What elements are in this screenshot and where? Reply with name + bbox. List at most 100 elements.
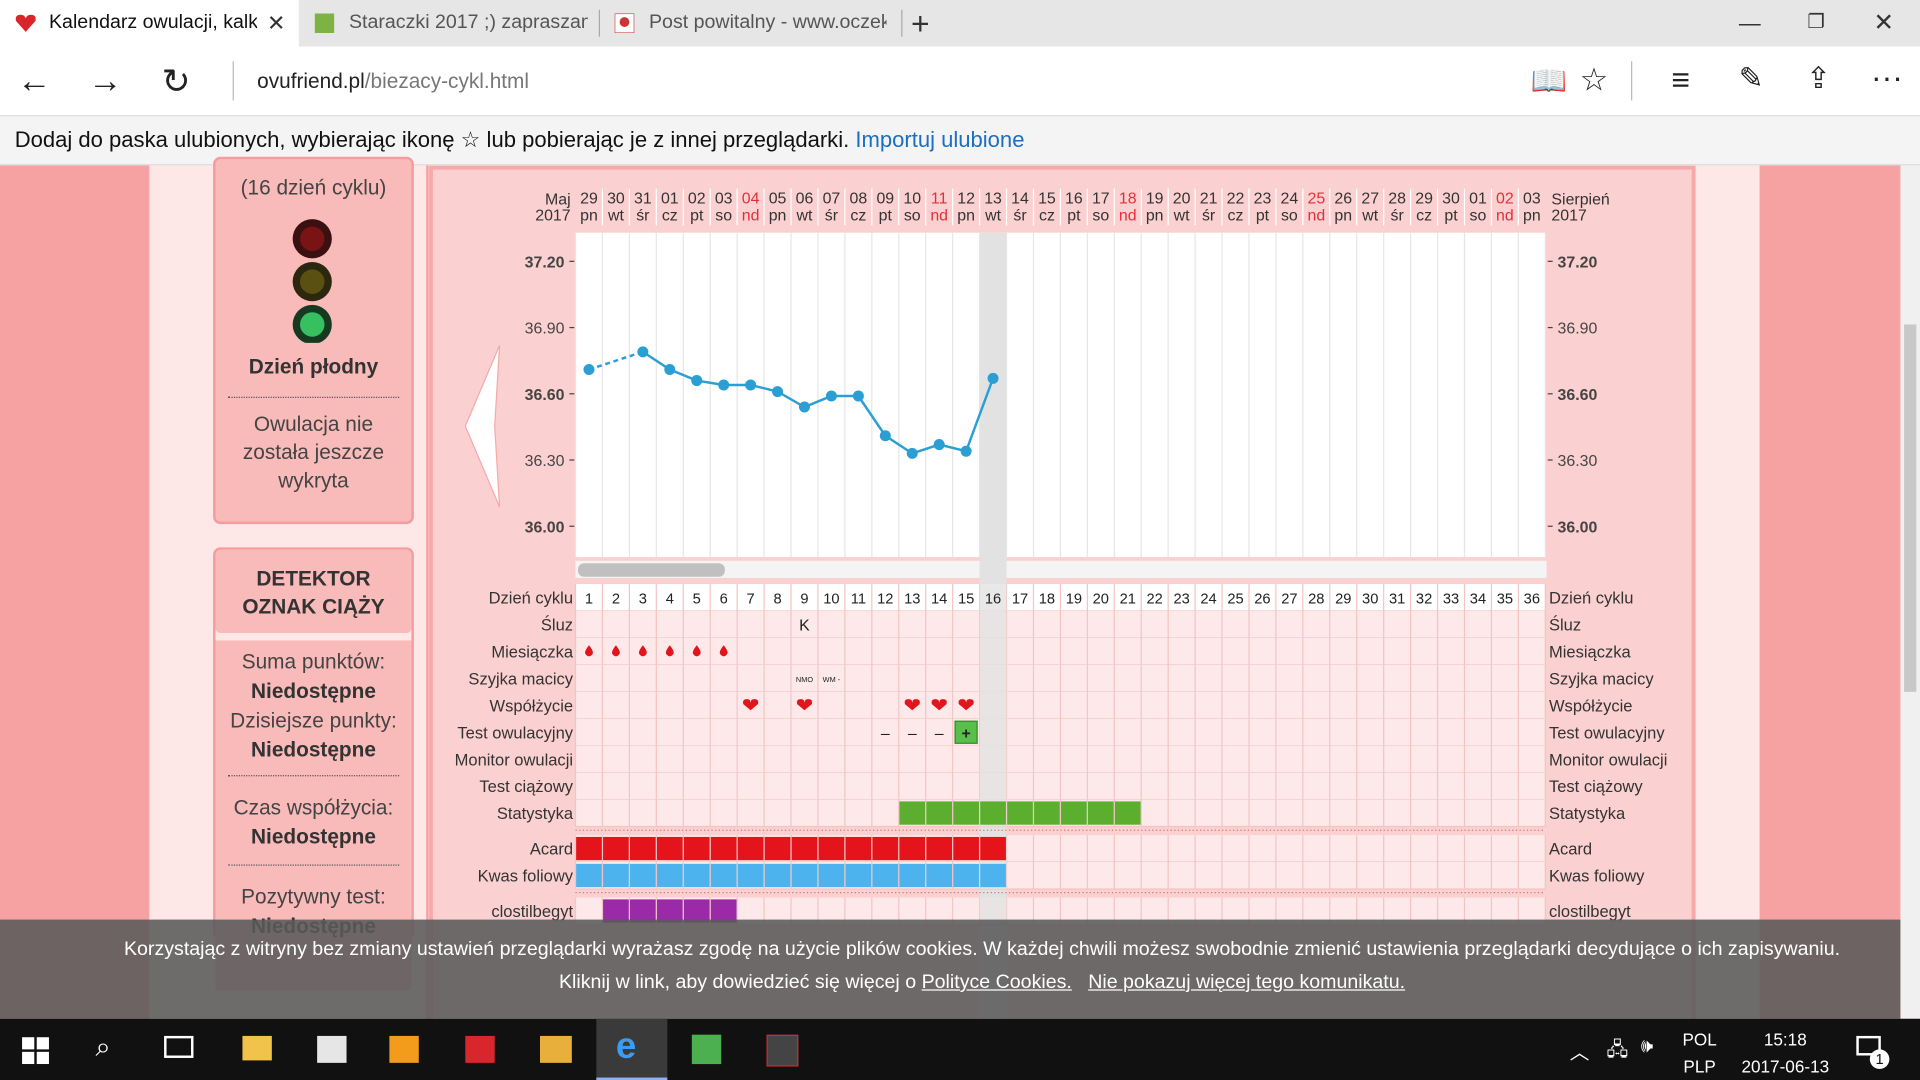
cycle-day: 19 <box>1066 592 1082 608</box>
refresh-button[interactable]: ↻ <box>161 62 191 101</box>
scrollbar-thumb[interactable] <box>1904 324 1917 692</box>
cycle-day: 36 <box>1524 592 1540 608</box>
medication-mark <box>1007 801 1033 825</box>
date-day: 31 <box>634 190 652 207</box>
today-cell <box>979 718 1007 746</box>
reading-view[interactable]: 📖 <box>1530 64 1568 98</box>
cycle-day: 9 <box>800 592 808 608</box>
temperature-point <box>879 430 891 442</box>
hub-button[interactable]: ≡ <box>1671 61 1691 98</box>
row-label-right: Test owulacyjny <box>1549 723 1665 742</box>
date-day: 07 <box>823 190 841 207</box>
cycle-day: 8 <box>773 592 781 608</box>
app-edge[interactable] <box>596 1018 668 1080</box>
start-button[interactable] <box>22 1037 49 1065</box>
import-link[interactable]: Importuj ulubione <box>855 127 1025 152</box>
app-mail[interactable] <box>540 1035 572 1063</box>
date-weekday: so <box>1092 207 1109 224</box>
date-weekday: pt <box>1256 207 1270 224</box>
action-center[interactable] <box>1856 1035 1881 1056</box>
tab-separator <box>598 9 600 37</box>
date-day: 14 <box>1011 190 1029 207</box>
app-media[interactable] <box>389 1035 419 1063</box>
prev-arrow[interactable] <box>464 345 501 508</box>
date-day: 05 <box>769 190 787 207</box>
date-day: 30 <box>607 190 625 207</box>
policy-link[interactable]: Polityce Cookies. <box>921 972 1072 994</box>
date-weekday: pt <box>690 207 704 224</box>
row-label: Miesiączka <box>491 643 573 662</box>
minimize[interactable]: — <box>1738 11 1761 36</box>
restore[interactable]: ❐ <box>1807 12 1825 34</box>
tray-network[interactable]: 🖧 <box>1606 1039 1629 1061</box>
tray-arrow[interactable]: ︿ <box>1569 1043 1590 1065</box>
date-weekday: so <box>715 207 732 224</box>
cookie-banner <box>0 919 1901 1019</box>
share-button[interactable]: ⇪ <box>1806 62 1831 96</box>
cycle-day: 6 <box>720 592 728 608</box>
task-view[interactable] <box>164 1035 194 1058</box>
medication-mark <box>1061 801 1087 825</box>
date-day: 22 <box>1227 190 1245 207</box>
medication-mark <box>953 836 979 861</box>
dismiss-link[interactable]: Nie pokazuj więcej tego komunikatu. <box>1088 972 1406 994</box>
cycle-day: 27 <box>1281 592 1297 608</box>
medication-mark <box>845 836 872 861</box>
tray-clock[interactable]: 15:18 2017-06-13 <box>1736 1026 1834 1080</box>
tab-close[interactable]: ✕ <box>266 11 286 36</box>
tab-title[interactable]: Staraczki 2017 ;) zapraszam <box>348 12 588 34</box>
tray-language[interactable]: POL PLP <box>1682 1026 1716 1080</box>
date-day: 08 <box>850 190 868 207</box>
date: 2017-06-13 <box>1741 1056 1830 1077</box>
today-cell <box>979 611 1007 638</box>
note-button[interactable]: ✎ <box>1738 62 1764 96</box>
active-tab[interactable] <box>0 0 299 47</box>
row-label-right: Kwas foliowy <box>1549 867 1645 886</box>
date-weekday: pt <box>1444 207 1458 224</box>
medication-mark <box>845 863 872 888</box>
medication-mark <box>764 836 791 861</box>
medication-mark <box>899 801 926 825</box>
date-day: 02 <box>1496 190 1514 207</box>
date-day: 13 <box>984 190 1002 207</box>
medication-mark <box>710 836 737 861</box>
medication-mark <box>710 863 737 888</box>
date-day: 12 <box>957 190 975 207</box>
forward-button[interactable]: → <box>88 61 123 100</box>
medication-mark <box>683 836 710 861</box>
favorite-button[interactable]: ☆ <box>1579 61 1609 98</box>
detector-box: DETEKTOR OZNAK CIĄŻY Suma punktów: Niedos… <box>213 547 414 991</box>
date-weekday: so <box>1281 207 1298 224</box>
temperature-point <box>745 379 757 391</box>
app-store[interactable] <box>317 1035 347 1063</box>
back-button[interactable]: ← <box>17 61 52 100</box>
date-weekday: pn <box>1523 207 1541 224</box>
row-label-right: Miesiączka <box>1549 643 1631 662</box>
h-scroll-thumb[interactable] <box>577 563 725 577</box>
y2-tick-label: 37.20 <box>1558 254 1598 271</box>
address-field[interactable]: ovufriend.pl/biezacy-cykl.html <box>257 70 529 94</box>
app-red[interactable] <box>465 1035 495 1063</box>
app-green[interactable] <box>691 1034 722 1065</box>
temperature-point <box>691 375 703 387</box>
app-explorer[interactable] <box>242 1035 272 1061</box>
h-scroll[interactable] <box>575 560 1547 578</box>
detector-value: Niedostępne <box>251 738 376 762</box>
more-button[interactable]: ··· <box>1871 58 1903 96</box>
row-label-right: Acard <box>1549 840 1592 859</box>
ovulation-info: Owulacja nie została jeszcze wykryta <box>242 412 385 493</box>
new-tab[interactable]: + <box>911 4 930 42</box>
tab-title[interactable]: Post powitalny - www.oczek <box>648 12 887 34</box>
tab-title[interactable]: Kalendarz owulacji, kalk <box>48 12 258 34</box>
divider <box>227 396 400 398</box>
medication-mark <box>1087 801 1114 825</box>
medication-mark <box>872 863 899 888</box>
app-dark[interactable] <box>766 1034 799 1067</box>
row-label: Śluz <box>541 616 573 635</box>
date-day: 21 <box>1200 190 1218 207</box>
tray-volume[interactable]: 🕪 <box>1640 1035 1654 1057</box>
search-button[interactable]: ⌕ <box>95 1031 111 1062</box>
close-window[interactable]: ✕ <box>1873 9 1894 37</box>
cycle-day: 14 <box>931 592 947 608</box>
